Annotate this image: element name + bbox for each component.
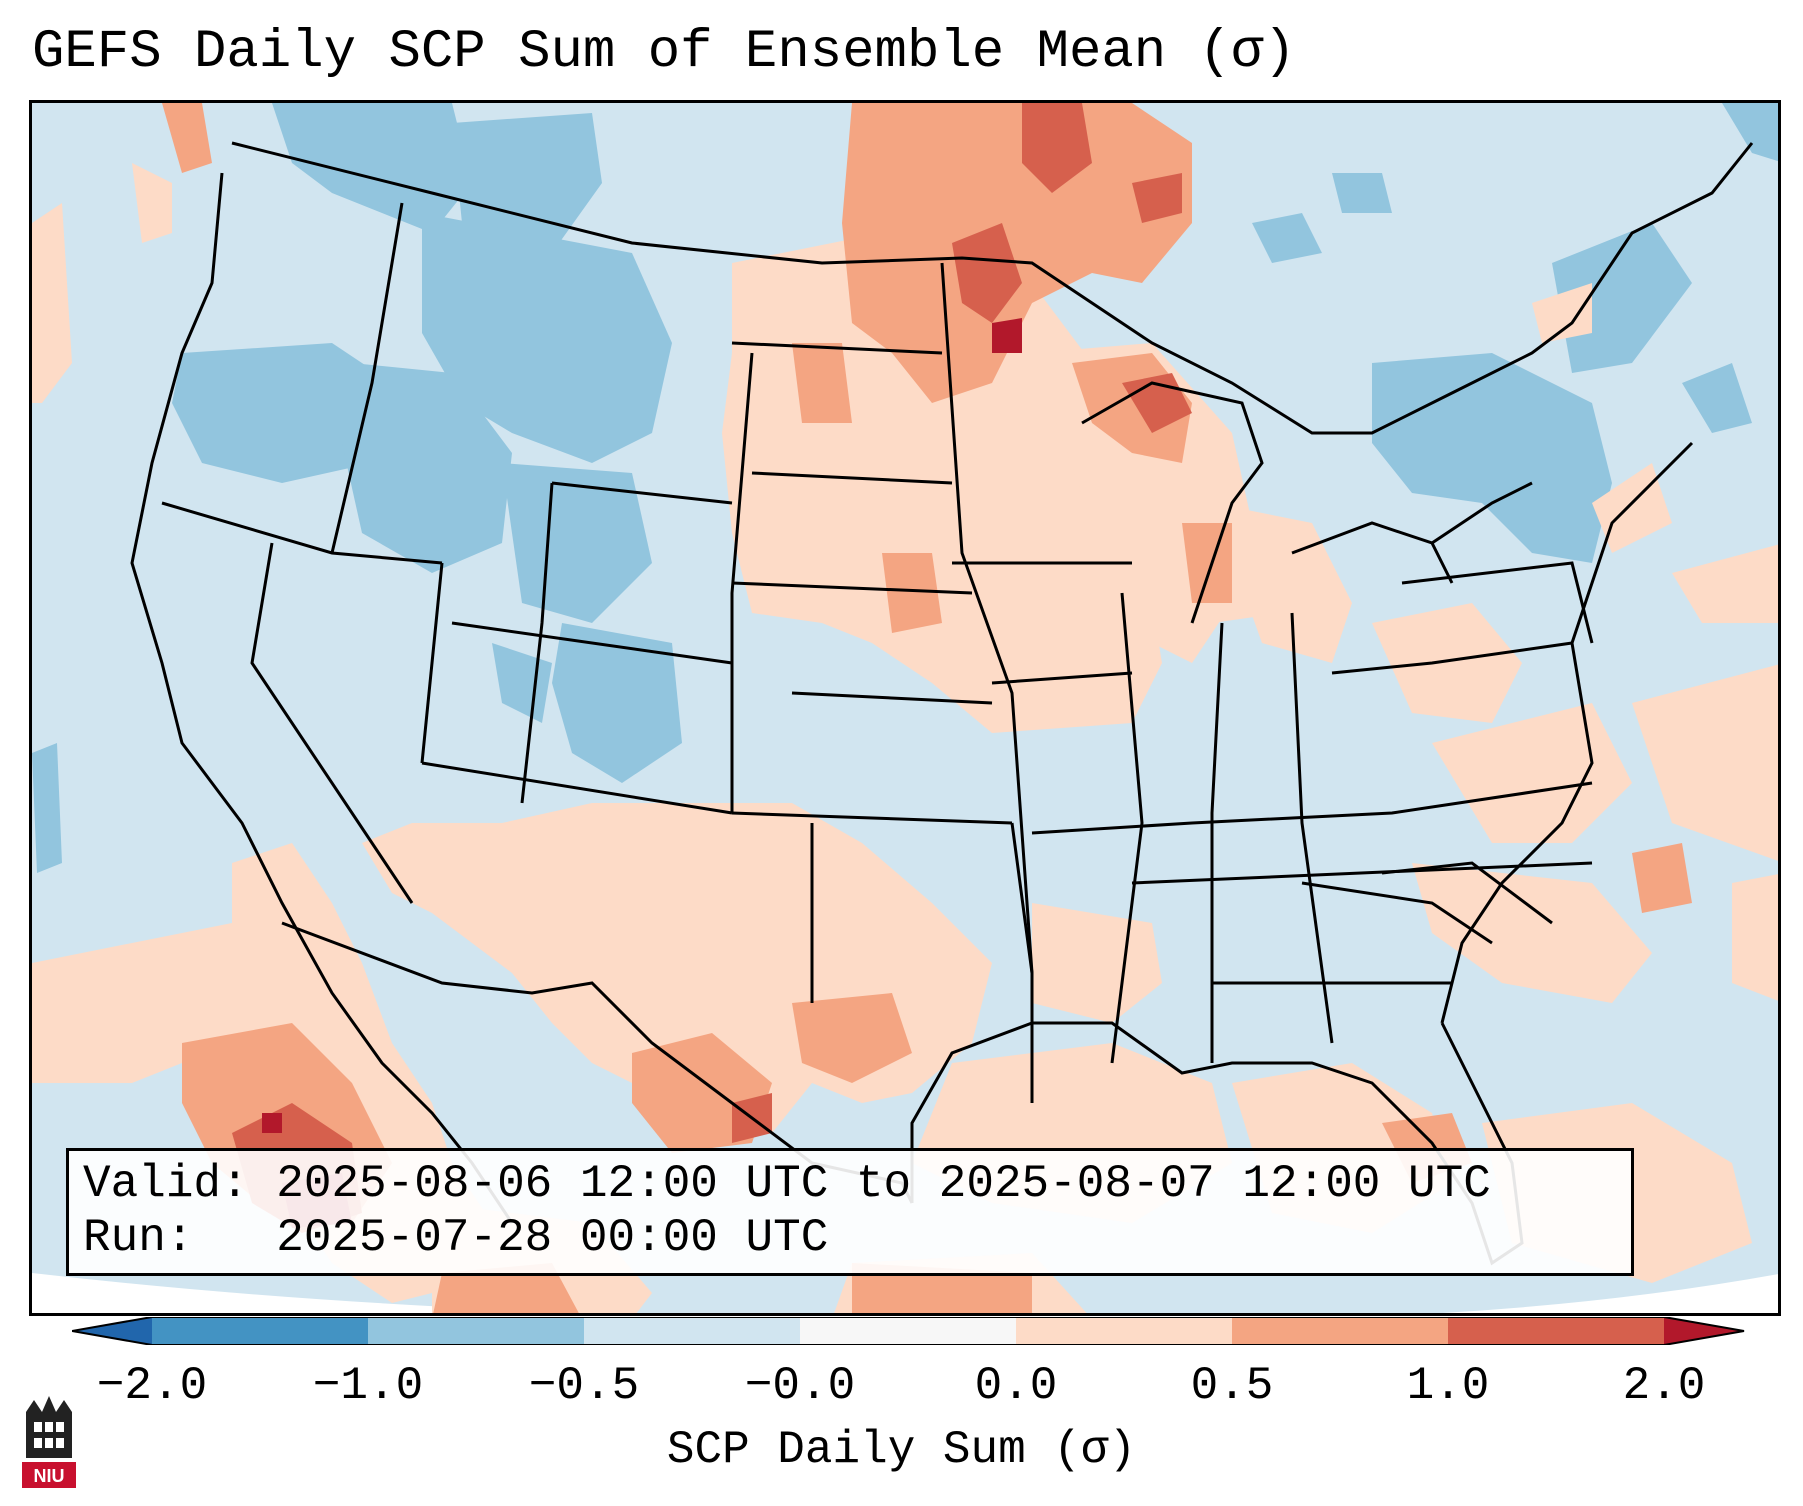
colorbar-tick-label: 0.5	[1190, 1360, 1274, 1412]
colorbar-bin	[584, 1317, 800, 1345]
colorbar	[72, 1317, 1745, 1345]
colorbar-label: SCP Daily Sum (σ)	[666, 1424, 1137, 1476]
map-panel	[29, 100, 1781, 1316]
colorbar-tick-label: 1.0	[1406, 1360, 1490, 1412]
colorbar-bin	[152, 1317, 368, 1345]
scp-anomaly-map	[32, 103, 1778, 1313]
colorbar-bin	[1448, 1317, 1664, 1345]
colorbar-tick-label: −0.5	[528, 1360, 640, 1412]
colorbar-tick-labels: −2.0 −1.0 −0.5 −0.0 0.0 0.5 1.0 2.0	[0, 1360, 1803, 1420]
valid-run-info-box: Valid: 2025-08-06 12:00 UTC to 2025-08-0…	[66, 1148, 1634, 1276]
colorbar-tick-label: 2.0	[1622, 1360, 1706, 1412]
projection-edge	[1442, 1274, 1778, 1313]
niu-logo: NIU	[22, 1396, 76, 1488]
niu-logo-text: NIU	[34, 1466, 65, 1486]
colorbar-bin	[368, 1317, 584, 1345]
colorbar-bin	[1232, 1317, 1448, 1345]
political-boundaries	[130, 141, 1754, 1266]
colorbar-over-arrow	[1664, 1317, 1744, 1345]
colorbar-bin	[1016, 1317, 1232, 1345]
run-time-text: Run: 2025-07-28 00:00 UTC	[83, 1212, 829, 1264]
colorbar-under-arrow	[72, 1317, 152, 1345]
projection-edge	[32, 1273, 585, 1313]
map-title: GEFS Daily SCP Sum of Ensemble Mean (σ)	[32, 22, 1296, 83]
colorbar-bin	[800, 1317, 1016, 1345]
colorbar-tick-label: −1.0	[312, 1360, 424, 1412]
colorbar-tick-label: −2.0	[96, 1360, 208, 1412]
colorbar-tick-label: 0.0	[974, 1360, 1058, 1412]
colorbar-tick-label: −0.0	[744, 1360, 856, 1412]
valid-time-text: Valid: 2025-08-06 12:00 UTC to 2025-08-0…	[83, 1158, 1491, 1210]
